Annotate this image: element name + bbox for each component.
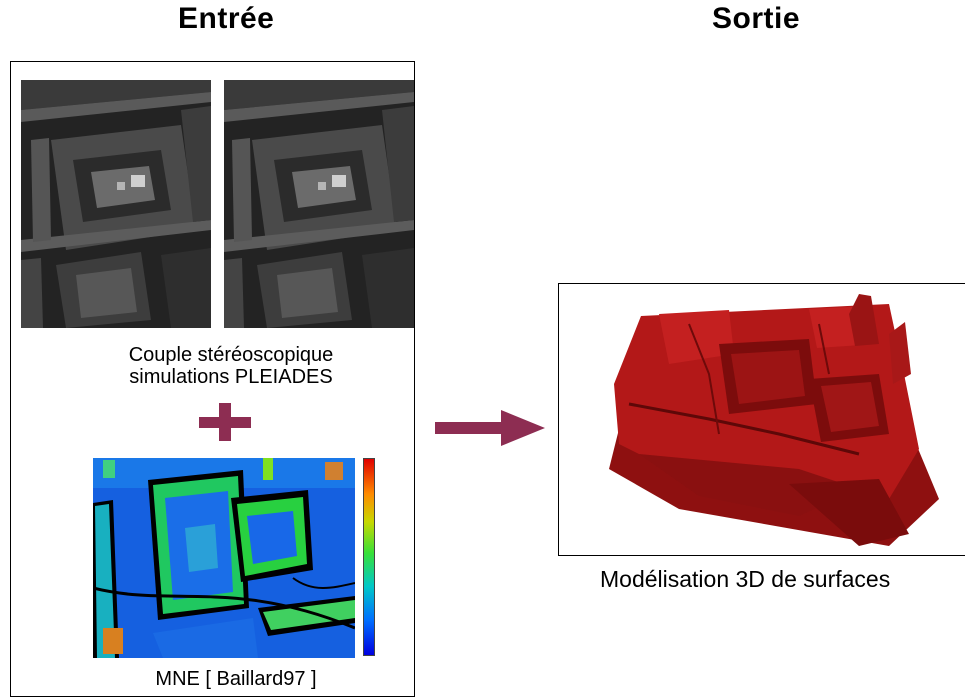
dem-caption: MNE [ Baillard97 ] — [155, 668, 317, 690]
output-heading: Sortie — [712, 2, 801, 35]
stereo-caption: Couple stéréoscopique simulations PLEIAD… — [71, 344, 391, 388]
3d-surface-model — [609, 294, 939, 546]
stereo-image-right — [224, 80, 414, 328]
input-panel: Couple stéréoscopique simulations PLEIAD… — [10, 61, 415, 697]
dem-image — [93, 458, 355, 658]
right-arrow-icon — [435, 410, 545, 446]
dem-colorbar — [363, 458, 375, 656]
output-3d-model-frame — [558, 283, 965, 556]
stereo-image-left — [21, 80, 211, 328]
output-caption: Modélisation 3D de surfaces — [600, 566, 891, 592]
input-heading: Entrée — [178, 2, 275, 35]
stereo-caption-line1: Couple stéréoscopique — [128, 344, 334, 366]
plus-icon — [199, 403, 251, 441]
stereo-caption-line2: simulations PLEIADES — [129, 366, 333, 388]
